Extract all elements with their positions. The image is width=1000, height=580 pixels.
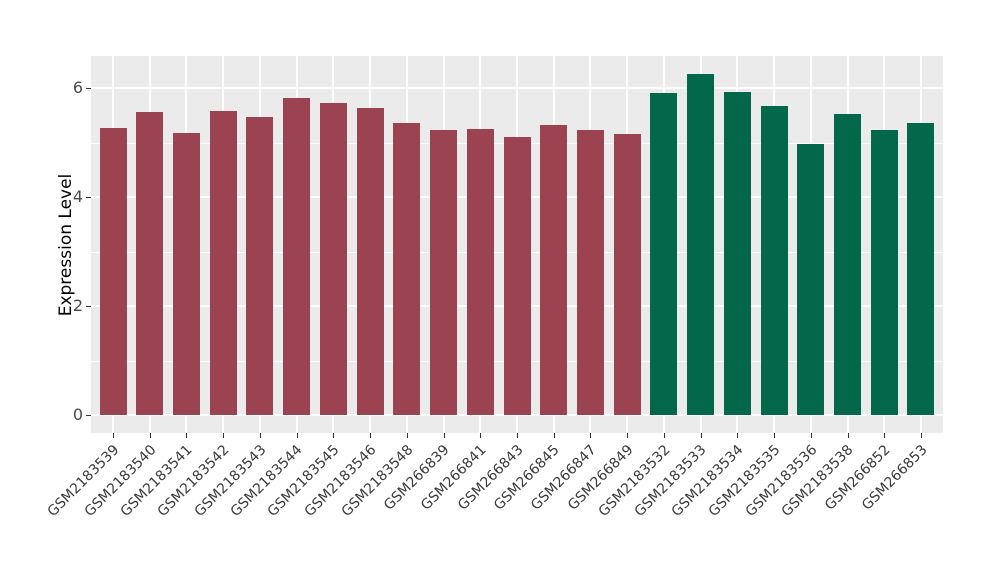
bar-GSM266841 (466, 128, 494, 415)
x-tick-mark (774, 433, 776, 438)
y-tick-mark (86, 197, 91, 198)
x-tick-mark (737, 433, 739, 438)
x-tick-mark (920, 433, 922, 438)
x-tick-mark (259, 433, 261, 438)
x-tick-mark (113, 433, 115, 438)
x-tick-mark (884, 433, 886, 438)
bar-GSM266845 (540, 124, 568, 415)
y-tick-label: 2 (72, 296, 83, 315)
bar-GSM266843 (503, 137, 531, 415)
x-tick-mark (333, 433, 335, 438)
x-tick-mark (296, 433, 298, 438)
y-tick-label: 4 (72, 187, 83, 206)
x-tick-mark (406, 433, 408, 438)
x-tick-mark (700, 433, 702, 438)
x-tick-mark (810, 433, 812, 438)
bar-GSM2183541 (172, 133, 200, 415)
x-tick-mark (627, 433, 629, 438)
bar-GSM2183542 (209, 110, 237, 415)
bar-GSM266853 (907, 123, 935, 415)
y-axis-title: Expression Level (56, 173, 76, 317)
x-tick-mark (149, 433, 151, 438)
x-tick-mark (663, 433, 665, 438)
x-tick-label: GSM266853 (858, 442, 931, 514)
y-tick-mark (86, 415, 91, 416)
bar-GSM2183540 (136, 111, 164, 415)
x-tick-mark (223, 433, 225, 438)
y-tick-mark (86, 88, 91, 89)
bar-GSM266849 (613, 134, 641, 415)
bar-GSM2183534 (723, 92, 751, 415)
bar-GSM266839 (430, 129, 458, 415)
bar-GSM2183532 (650, 93, 678, 415)
bar-GSM2183538 (834, 113, 862, 415)
x-tick-mark (590, 433, 592, 438)
x-tick-mark (443, 433, 445, 438)
bar-GSM2183543 (246, 116, 274, 415)
bar-GSM2183535 (760, 105, 788, 415)
x-tick-mark (517, 433, 518, 438)
bar-GSM2183546 (356, 108, 384, 415)
y-tick-label: 6 (72, 78, 83, 97)
bar-GSM266852 (870, 129, 898, 415)
x-tick-mark (847, 433, 849, 438)
plot-panel (91, 56, 943, 433)
bar-GSM2183545 (319, 103, 347, 415)
y-tick-mark (86, 306, 91, 307)
bar-GSM266847 (576, 129, 604, 415)
bar-GSM2183533 (687, 73, 715, 415)
y-tick-label: 0 (72, 405, 83, 424)
bar-GSM2183544 (283, 97, 311, 415)
x-tick-mark (186, 433, 188, 438)
bar-GSM2183548 (393, 123, 421, 415)
x-tick-mark (480, 433, 482, 438)
bar-GSM2183539 (99, 127, 127, 415)
bar-GSM2183536 (797, 144, 825, 415)
x-tick-mark (553, 433, 555, 438)
x-tick-mark (370, 433, 372, 438)
